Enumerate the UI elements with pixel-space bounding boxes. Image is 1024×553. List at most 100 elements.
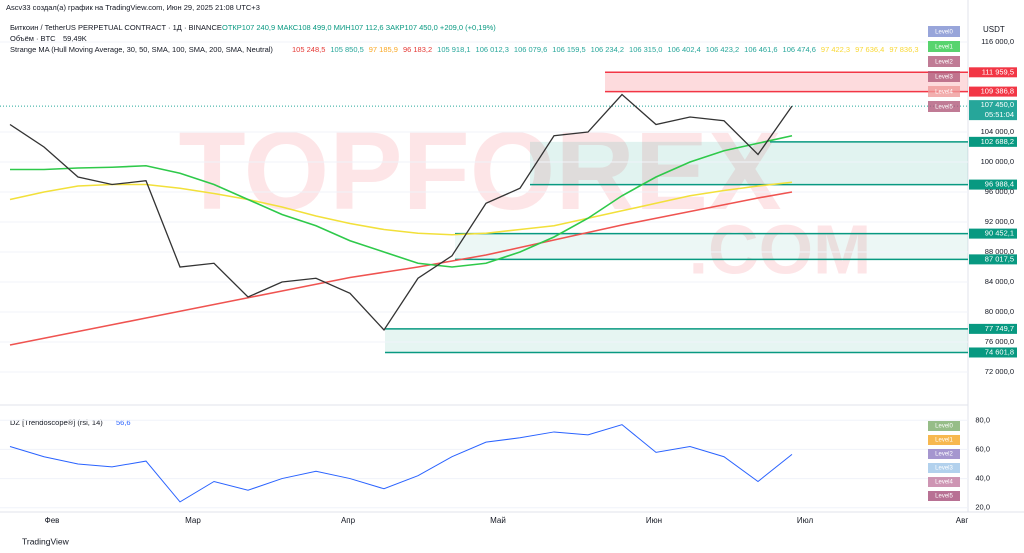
x-tick-label: Фев xyxy=(45,516,60,525)
level-legend: Level4 xyxy=(935,90,953,96)
level-legend: Level2 xyxy=(935,452,953,458)
ma-value: 106 234,2 xyxy=(591,45,624,54)
ma-value: 106 315,0 xyxy=(629,45,662,54)
author-line: Ascv33 создал(а) график на TradingView.c… xyxy=(6,3,260,12)
y-tick-label: 80,0 xyxy=(975,415,990,424)
level-tag xyxy=(969,67,1017,78)
y-tick-label: 92 000,0 xyxy=(985,217,1014,226)
ma-value: 106 012,3 xyxy=(476,45,509,54)
ma-value: 96 183,2 xyxy=(403,45,432,54)
level-legend-box xyxy=(928,491,960,501)
sma-200-line xyxy=(9,191,793,346)
level-legend: Level3 xyxy=(935,466,953,472)
level-tag-label: 87 017,5 xyxy=(985,254,1014,263)
y-tick-label: 96 000,0 xyxy=(985,187,1014,196)
countdown: 05:51:04 xyxy=(985,110,1014,119)
ma-value: 106 079,6 xyxy=(514,45,547,54)
ma-value: 97 185,9 xyxy=(369,45,398,54)
level-legend-box xyxy=(928,463,960,473)
x-tick-label: Мар xyxy=(185,516,201,525)
ma-value: 97 836,3 xyxy=(889,45,918,54)
y-tick-label: 88 000,0 xyxy=(985,247,1014,256)
x-tick-label: Апр xyxy=(341,516,356,525)
level-tag-label: 96 988,4 xyxy=(985,180,1014,189)
ma-value: 106 474,6 xyxy=(783,45,816,54)
ma-value: 105 248,5 xyxy=(292,45,325,54)
currency: USDT xyxy=(983,25,1005,34)
level-tag xyxy=(969,323,1017,334)
last-price-label: 107 450,0 xyxy=(981,100,1014,109)
y-tick-label: 76 000,0 xyxy=(985,337,1014,346)
y-tick-label: 104 000,0 xyxy=(981,127,1014,136)
rsi-label: DZ [Trendoscope®] (rsi, 14) xyxy=(10,418,103,427)
level-legend: Level3 xyxy=(935,75,953,81)
ma-label: Strange MA (Hull Moving Average, 30, 50,… xyxy=(10,45,273,54)
resistance-zone xyxy=(605,72,968,92)
ma-value: 97 422,3 xyxy=(821,45,850,54)
ma-value: 106 461,6 xyxy=(744,45,777,54)
y-tick-label: 116 000,0 xyxy=(981,37,1014,46)
x-tick-label: Авг xyxy=(956,516,969,525)
level-tag xyxy=(969,136,1017,147)
level-tag-label: 109 386,8 xyxy=(981,87,1014,96)
level-legend-box xyxy=(928,477,960,487)
y-tick-label: 40,0 xyxy=(975,474,990,483)
ma-value: 105 850,5 xyxy=(330,45,363,54)
watermark: .COM xyxy=(689,210,872,288)
level-tag xyxy=(969,254,1017,265)
rsi-value: 56,6 xyxy=(116,418,131,427)
ma-value: 106 423,2 xyxy=(706,45,739,54)
level-legend-box xyxy=(928,435,960,445)
y-tick-label: 72 000,0 xyxy=(985,367,1014,376)
level-tag xyxy=(969,228,1017,239)
close-line xyxy=(9,93,793,332)
volume-label: Объём · BTC xyxy=(10,34,56,43)
level-legend: Level1 xyxy=(935,438,953,444)
level-legend-box xyxy=(928,421,960,431)
y-tick-label: 60,0 xyxy=(975,444,990,453)
level-legend: Level0 xyxy=(935,424,953,430)
level-tag-label: 111 959,5 xyxy=(982,67,1014,76)
level-legend-box xyxy=(928,101,960,112)
y-tick-label: 100 000,0 xyxy=(981,157,1014,166)
level-legend: Level4 xyxy=(935,480,953,486)
level-legend-box xyxy=(928,71,960,82)
ma-value: 106 159,5 xyxy=(552,45,585,54)
support-zone xyxy=(385,328,968,353)
level-legend-box xyxy=(928,56,960,67)
last-price-tag xyxy=(969,100,1017,121)
level-legend-box xyxy=(928,449,960,459)
level-legend-box xyxy=(928,26,960,37)
y-tick-label: 80 000,0 xyxy=(985,307,1014,316)
ma-value: 105 918,1 xyxy=(437,45,470,54)
level-tag-label: 74 601,8 xyxy=(985,347,1014,356)
level-legend: Level1 xyxy=(935,45,953,51)
x-tick-label: Май xyxy=(490,516,506,525)
level-legend: Level5 xyxy=(935,494,953,500)
y-tick-label: 20,0 xyxy=(975,503,990,512)
rsi-line xyxy=(9,424,793,503)
level-tag xyxy=(969,179,1017,190)
footer-logo: TradingView xyxy=(22,536,70,546)
support-zone xyxy=(455,233,968,260)
x-tick-label: Июл xyxy=(797,516,814,525)
level-tag xyxy=(969,347,1017,358)
x-tick-label: Июн xyxy=(646,516,662,525)
sma-50-line xyxy=(10,134,793,268)
level-legend-box xyxy=(928,86,960,97)
ma-value: 106 402,4 xyxy=(667,45,700,54)
volume-value: 59,49K xyxy=(63,34,87,43)
level-legend: Level2 xyxy=(935,60,953,66)
level-tag-label: 77 749,7 xyxy=(985,324,1014,333)
level-tag-label: 102 688,2 xyxy=(981,137,1014,146)
y-tick-label: 84 000,0 xyxy=(985,277,1014,286)
level-tag xyxy=(969,86,1017,97)
level-legend: Level5 xyxy=(935,105,953,111)
level-tag-label: 90 452,1 xyxy=(985,229,1014,238)
ma-value: 97 636,4 xyxy=(855,45,884,54)
ohlc: ОТКР107 240,9 МАКС108 499,0 МИН107 112,6… xyxy=(222,23,496,32)
symbol: Биткоин / TetherUS PERPETUAL CONTRACT · … xyxy=(10,23,222,32)
level-legend: Level0 xyxy=(935,30,953,36)
level-legend-box xyxy=(928,41,960,52)
